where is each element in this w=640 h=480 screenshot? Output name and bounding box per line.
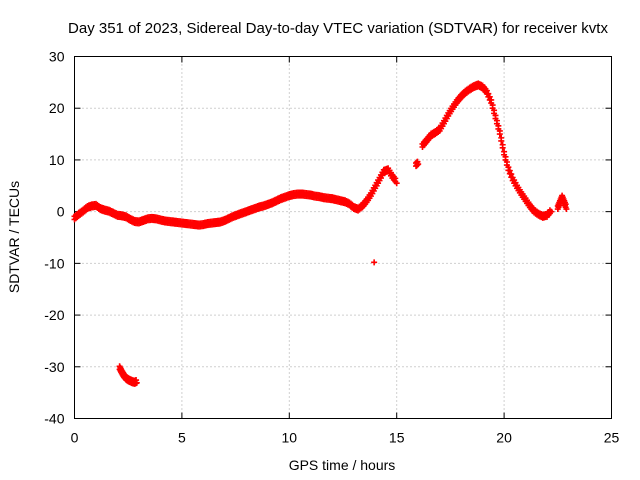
data-point — [505, 164, 512, 171]
y-tick-label: 30 — [49, 49, 65, 65]
data-point — [501, 148, 508, 155]
data-point — [548, 208, 555, 215]
axis-ticks: 0 5 10 15 20 25 -40 -30 -20 -10 0 10 20 30 — [44, 49, 619, 446]
x-tick-label: 20 — [496, 430, 512, 446]
data-point — [483, 87, 490, 94]
data-point — [496, 127, 503, 134]
data-point — [495, 122, 502, 129]
data-points — [71, 80, 570, 387]
y-tick-label: 0 — [57, 204, 65, 220]
data-point — [506, 167, 513, 174]
data-point — [503, 158, 510, 165]
data-point — [508, 171, 515, 178]
data-point — [488, 96, 495, 103]
data-point — [489, 102, 496, 109]
grid-lines — [74, 56, 612, 419]
x-axis-label: GPS time / hours — [289, 457, 396, 473]
y-tick-label: 10 — [49, 152, 65, 168]
data-point — [133, 379, 140, 386]
plot-frame — [74, 56, 612, 419]
data-point — [492, 112, 499, 119]
data-point — [415, 161, 422, 168]
y-axis-label: SDTVAR / TECUs — [6, 181, 22, 293]
data-point — [486, 93, 493, 100]
data-point — [371, 259, 378, 266]
data-point — [498, 134, 505, 141]
data-point — [392, 175, 399, 182]
x-tick-label: 10 — [282, 430, 298, 446]
y-tick-label: -30 — [44, 359, 64, 375]
x-tick-label: 15 — [389, 430, 405, 446]
x-tick-label: 25 — [604, 430, 620, 446]
y-tick-label: -10 — [44, 255, 64, 271]
y-tick-label: -20 — [44, 307, 64, 323]
x-tick-label: 5 — [178, 430, 186, 446]
data-point — [485, 90, 492, 97]
data-point — [393, 180, 400, 187]
data-point — [499, 141, 506, 148]
data-point — [491, 107, 498, 114]
x-tick-label: 0 — [71, 430, 79, 446]
y-tick-label: -40 — [44, 411, 64, 427]
data-point — [502, 153, 509, 160]
chart-title: Day 351 of 2023, Sidereal Day-to-day VTE… — [68, 20, 608, 37]
y-tick-label: 20 — [49, 100, 65, 116]
data-point — [493, 117, 500, 124]
data-point — [563, 206, 570, 213]
